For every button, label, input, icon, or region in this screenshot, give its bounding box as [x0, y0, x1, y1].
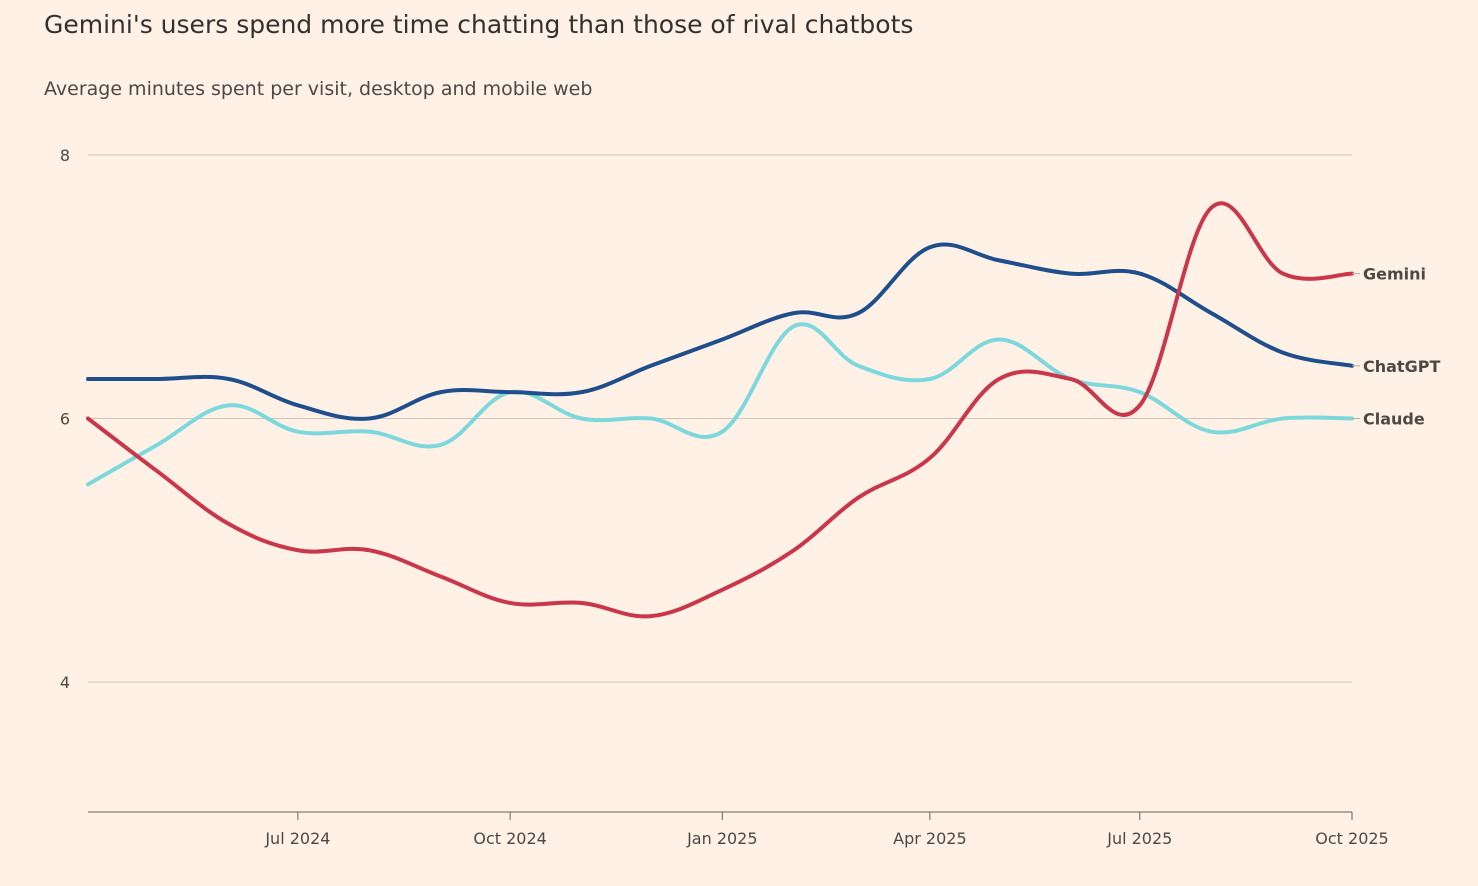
x-tick-label: Apr 2025	[893, 829, 966, 848]
x-tick-label: Jan 2025	[686, 829, 757, 848]
chart-subtitle: Average minutes spent per visit, desktop…	[44, 78, 593, 100]
x-tick-label: Oct 2024	[473, 829, 546, 848]
series-label-claude: Claude	[1363, 410, 1425, 429]
chart-title: Gemini's users spend more time chatting …	[44, 10, 914, 39]
series-label-chatgpt: ChatGPT	[1363, 357, 1440, 376]
series-label-gemini: Gemini	[1363, 265, 1426, 284]
x-tick-label: Jul 2024	[264, 829, 330, 848]
series-line-claude	[86, 322, 1354, 487]
y-tick-label: 4	[60, 673, 70, 692]
x-tick-label: Oct 2025	[1315, 829, 1388, 848]
x-tick-label: Jul 2025	[1106, 829, 1172, 848]
y-tick-label: 8	[60, 146, 70, 165]
y-tick-label: 6	[60, 410, 70, 429]
series-line-chatgpt	[86, 242, 1354, 421]
series-line-gemini	[86, 201, 1354, 619]
